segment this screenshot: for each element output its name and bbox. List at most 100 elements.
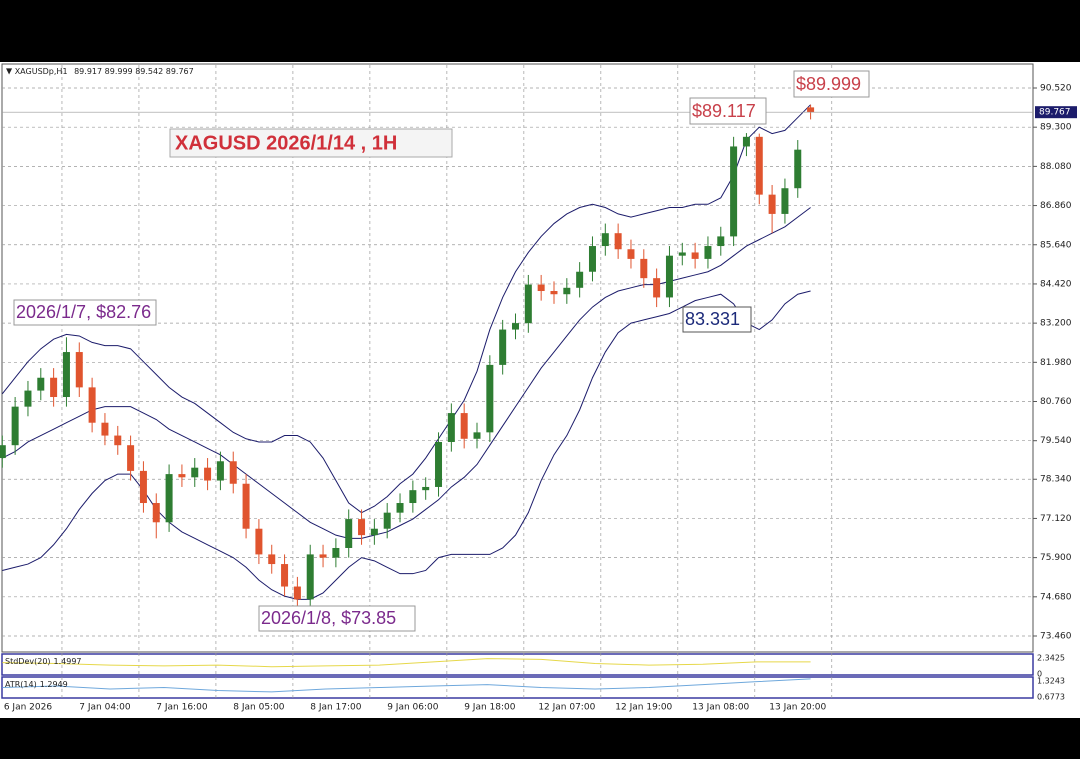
indicator-tick-label: 0 (1037, 670, 1042, 679)
candle-body (268, 554, 276, 565)
annotation-box (258, 605, 416, 632)
annotation: $89.999 (796, 74, 861, 94)
candle-body (742, 136, 750, 147)
indicator-tick-label: 0.6773 (1037, 693, 1065, 702)
candle-body (665, 255, 673, 298)
x-tick-label: 7 Jan 16:00 (156, 703, 208, 713)
candle-body (396, 503, 404, 513)
indicator-name: StdDev(20) (5, 657, 51, 666)
indicator-line (2, 658, 811, 668)
candle-body (704, 246, 712, 259)
y-tick-label: 83.200 (1040, 319, 1072, 329)
indicator-label: StdDev(20) 1.4997 (5, 657, 82, 666)
y-tick-label: 89.300 (1040, 123, 1072, 133)
candle-body (62, 352, 70, 398)
annotation: $89.117 (692, 101, 756, 121)
candle-body (0, 445, 6, 459)
candle-body (524, 284, 532, 324)
candle-body (332, 547, 340, 558)
candle-body (204, 467, 212, 481)
y-tick-label: 73.460 (1040, 632, 1072, 642)
candle-body (563, 287, 571, 295)
x-tick-label: 12 Jan 07:00 (538, 703, 595, 713)
candle-body (114, 435, 122, 446)
candle-body (588, 246, 596, 272)
candle-body (11, 406, 19, 446)
candle-body (242, 483, 250, 529)
x-tick-label: 13 Jan 20:00 (769, 703, 826, 713)
band-line (1, 104, 811, 514)
grid (2, 65, 1037, 698)
candle-body (576, 271, 584, 288)
candle-body (460, 413, 468, 439)
candle-body (640, 258, 648, 279)
candle-body (499, 329, 507, 365)
x-tick-label: 7 Jan 04:00 (79, 703, 131, 713)
candle-body (358, 519, 366, 536)
last-price-label: 89.767 (1039, 108, 1071, 118)
candle-body (191, 467, 199, 478)
candle-body (229, 461, 237, 484)
candle-body (550, 291, 558, 295)
indicator-tick-label: 1.3243 (1037, 677, 1065, 686)
y-tick-label: 84.420 (1040, 279, 1072, 289)
candle-body (730, 146, 738, 237)
candle-body (447, 413, 455, 442)
y-tick-label: 85.640 (1040, 240, 1072, 250)
candle-body (717, 236, 725, 247)
indicator-label: ATR(14) 1.2949 (5, 680, 68, 689)
symbol: XAGUSDp,H1 (15, 67, 68, 76)
band-line (2, 207, 811, 539)
plot-frame (1, 63, 1034, 653)
candle-body (807, 107, 815, 113)
x-tick-label: 9 Jan 18:00 (464, 703, 516, 713)
y-tick-label: 86.860 (1040, 201, 1072, 211)
annotation-box (13, 299, 157, 326)
header-close: 89.767 (166, 67, 194, 76)
annotation: 83.331 (685, 309, 740, 329)
chart-area (0, 62, 1080, 718)
candle-body (50, 377, 58, 398)
candle-body (383, 512, 391, 529)
candle-body (345, 519, 353, 548)
x-tick-label: 12 Jan 19:00 (615, 703, 672, 713)
candle-body (537, 284, 545, 292)
indicator-line (2, 678, 811, 693)
candle-body (768, 194, 776, 214)
indicator-tick-label: 2.3425 (1037, 654, 1065, 663)
y-tick-label: 81.980 (1040, 358, 1072, 368)
candle-body (75, 352, 83, 388)
candle-body (435, 441, 443, 487)
x-tick-label: 8 Jan 05:00 (233, 703, 285, 713)
annotation: 2026/1/7, $82.76 (16, 302, 151, 322)
candle-body (409, 490, 417, 504)
candle-body (281, 564, 289, 587)
annotation: 2026/1/8, $73.85 (261, 608, 396, 628)
labels: 90.520 89.300 88.080 86.860 85.640 84.420 83.2… (4, 83, 1077, 713)
candle-body (319, 554, 327, 558)
y-tick-label: 78.340 (1040, 475, 1072, 485)
marks (0, 104, 1033, 693)
indicator-value: 1.2949 (40, 680, 68, 689)
candle-body (486, 364, 494, 433)
candle-body (691, 252, 699, 259)
band-line (2, 290, 811, 600)
last-price-box (1035, 106, 1077, 119)
candle-body (24, 390, 32, 407)
candle-body (755, 136, 763, 195)
candle-body (601, 233, 609, 247)
candle-body (794, 149, 802, 189)
candle-body (512, 323, 519, 330)
candle-body (306, 554, 314, 600)
y-tick-label: 77.120 (1040, 514, 1072, 524)
x-tick-label: 9 Jan 06:00 (387, 703, 439, 713)
y-tick-label: 79.540 (1040, 436, 1072, 446)
candle-body (88, 387, 96, 423)
candle-body (422, 486, 430, 491)
candle-body (255, 528, 263, 555)
stddev-panel (1, 653, 1034, 676)
candle-body (781, 188, 789, 214)
candle-body (101, 422, 109, 436)
header: ▼ XAGUSDp,H1 89.917 89.999 89.542 89.767 (6, 67, 194, 76)
x-tick-label: 6 Jan 2026 (4, 703, 52, 713)
